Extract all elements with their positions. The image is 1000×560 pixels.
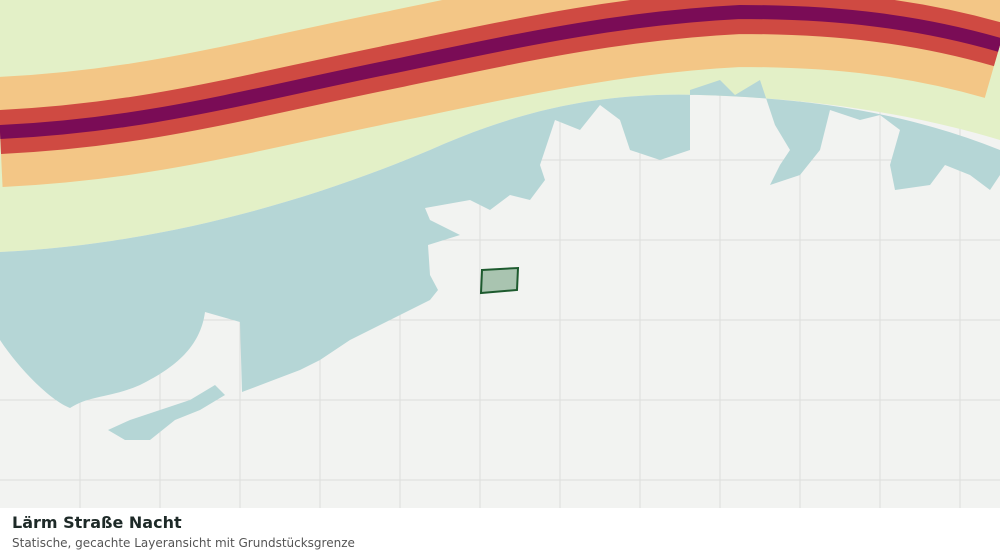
water-area bbox=[108, 385, 225, 440]
map-view bbox=[0, 0, 1000, 508]
noise-zone-very-high bbox=[0, 4, 1000, 139]
parcel-boundary bbox=[479, 266, 520, 295]
water-area bbox=[0, 80, 1000, 408]
caption-subtitle: Statische, gecachte Layeransicht mit Gru… bbox=[12, 536, 355, 550]
caption-title: Lärm Straße Nacht bbox=[12, 513, 182, 532]
